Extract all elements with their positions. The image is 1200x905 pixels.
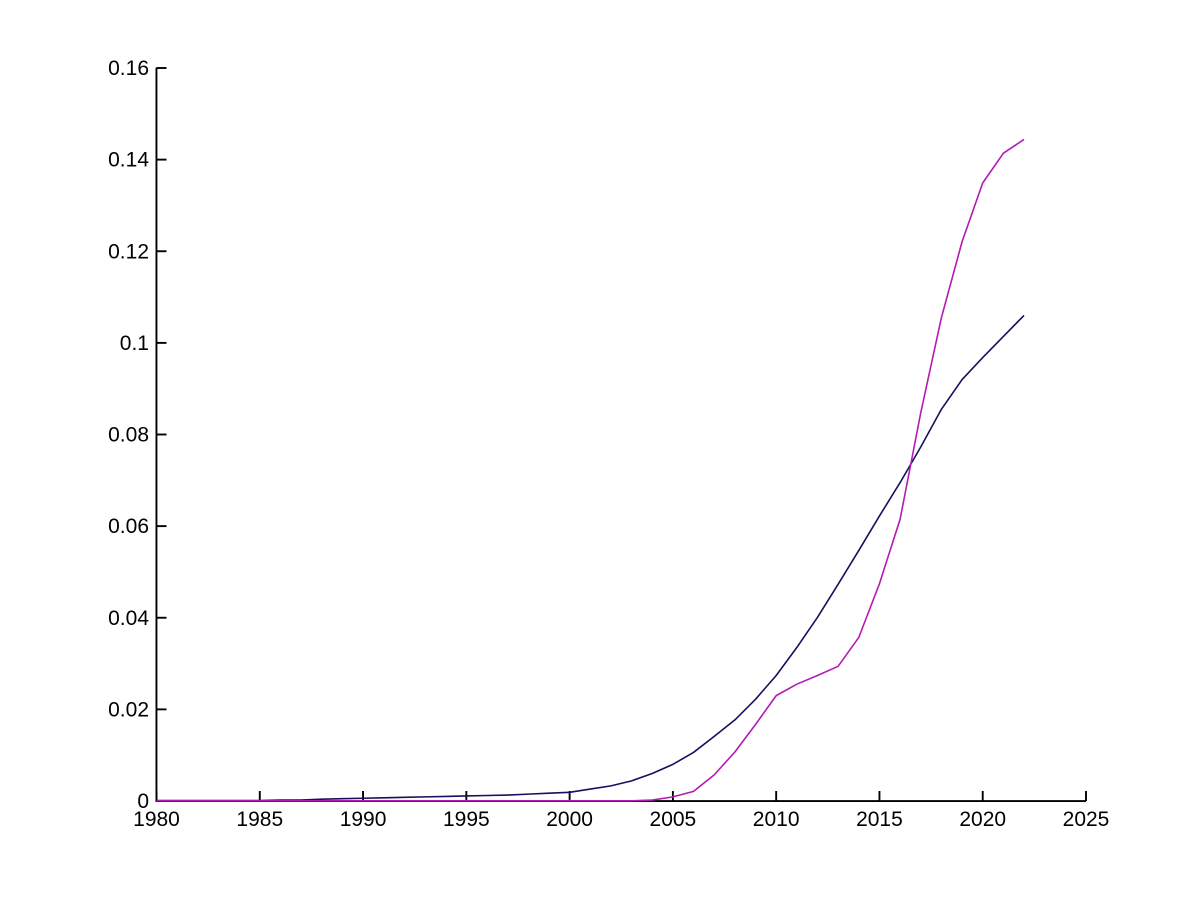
svg-text:0.04: 0.04 [108,607,149,630]
svg-text:2005: 2005 [650,808,697,831]
svg-text:0.12: 0.12 [108,240,149,263]
svg-text:0.1: 0.1 [120,332,149,355]
svg-text:0.14: 0.14 [108,149,149,172]
svg-text:1980: 1980 [133,808,180,831]
svg-text:2000: 2000 [546,808,593,831]
svg-text:0.08: 0.08 [108,424,149,447]
svg-text:0.16: 0.16 [108,57,149,80]
svg-text:1995: 1995 [443,808,490,831]
svg-text:0: 0 [137,790,149,813]
svg-text:2015: 2015 [856,808,903,831]
svg-text:2010: 2010 [753,808,800,831]
svg-text:1990: 1990 [340,808,387,831]
svg-text:0.02: 0.02 [108,698,149,721]
svg-text:1985: 1985 [236,808,283,831]
svg-text:2020: 2020 [959,808,1006,831]
svg-text:2025: 2025 [1063,808,1110,831]
svg-text:0.06: 0.06 [108,515,149,538]
